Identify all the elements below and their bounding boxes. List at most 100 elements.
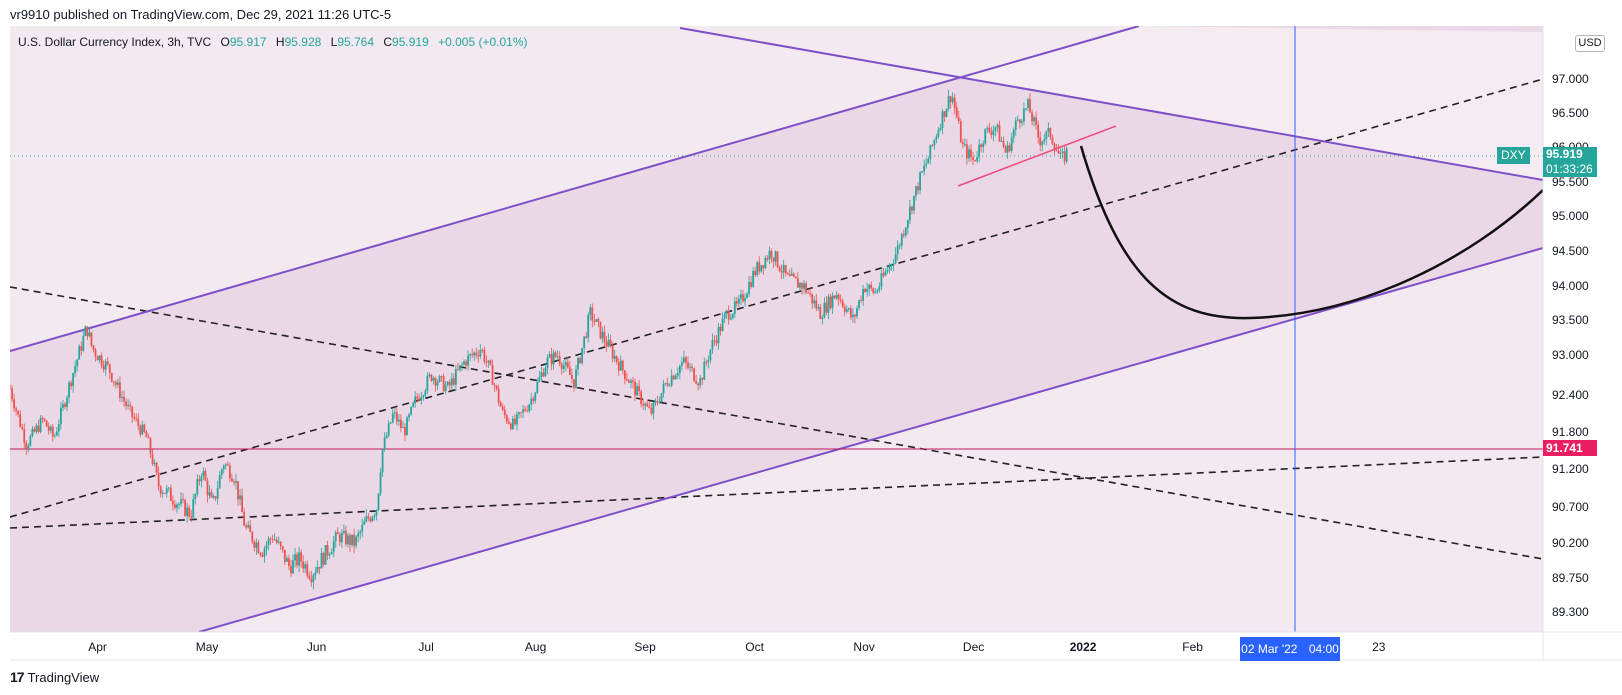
candle-body — [630, 380, 632, 383]
candle-body — [797, 278, 799, 288]
candle-body — [285, 558, 288, 562]
candle-body — [318, 566, 321, 569]
candle-body — [298, 552, 301, 566]
projection-curve[interactable] — [1079, 145, 1543, 320]
candle-body — [475, 352, 478, 356]
candle-body — [131, 406, 134, 417]
candle-body — [577, 358, 579, 370]
candle-body — [976, 157, 978, 161]
candle-body — [784, 265, 787, 274]
time-tick-label: Feb — [1182, 640, 1203, 654]
candle-body — [833, 295, 836, 299]
price-tick-label: 93.000 — [1552, 348, 1589, 362]
candle-body — [792, 273, 795, 277]
candle-body — [149, 438, 152, 454]
candle-body — [509, 423, 512, 430]
candle-body — [880, 273, 883, 287]
candle-body — [518, 412, 520, 415]
candle-body — [866, 289, 869, 293]
currency-button[interactable]: USD — [1575, 35, 1605, 52]
candle-body — [397, 419, 400, 422]
candle-body — [691, 366, 693, 369]
candle-body — [746, 293, 748, 299]
candle-body — [829, 296, 832, 308]
candle-body — [377, 493, 380, 510]
candle-body — [646, 403, 649, 407]
candle-body — [402, 427, 404, 428]
candle-body — [55, 431, 58, 436]
time-axis[interactable]: Apr May Jun Jul Aug Sep Oct Nov Dec 2022 Feb 23 — [88, 640, 1385, 654]
legend-change: +0.005 (+0.01%) — [438, 35, 528, 49]
candle-body — [896, 245, 899, 255]
candle-body — [57, 424, 60, 432]
candle-body — [548, 354, 551, 358]
candle-body — [277, 541, 280, 543]
time-cursor-badge[interactable]: 02 Mar '22 04:00 — [1240, 637, 1340, 661]
candle-body — [483, 349, 486, 362]
candle-body — [1065, 148, 1068, 162]
channel-upper-line[interactable] — [10, 26, 1140, 352]
candle-body — [491, 364, 494, 385]
time-tick-label: Jun — [307, 640, 326, 654]
price-tick-label: 95.000 — [1552, 209, 1589, 223]
time-tick-label: Nov — [853, 640, 874, 654]
candle-body — [414, 396, 417, 403]
candle-body — [163, 492, 166, 494]
candle-body — [514, 418, 516, 425]
candle-body — [619, 360, 622, 371]
channel-lower-line[interactable] — [198, 247, 1543, 632]
candle-body — [147, 437, 150, 439]
countdown-value: 01:33:26 — [1546, 162, 1593, 176]
candle-body — [854, 314, 856, 317]
candle-body — [66, 397, 68, 407]
candle-body — [542, 372, 545, 377]
candle-body — [106, 361, 109, 365]
pink-support-line[interactable] — [957, 125, 1117, 187]
candle-body — [418, 398, 421, 401]
candle-body — [807, 292, 810, 294]
candle-body — [53, 435, 56, 437]
candle-body — [762, 265, 765, 268]
candle-body — [1027, 99, 1029, 109]
candle-body — [733, 301, 736, 314]
candle-body — [1057, 150, 1060, 154]
candle-body — [1061, 151, 1064, 153]
legend-low-key: L — [330, 35, 338, 49]
candle-body — [972, 157, 974, 160]
candle-body — [459, 365, 461, 370]
candle-body — [143, 424, 146, 433]
candle-body — [171, 500, 174, 505]
candle-body — [45, 420, 48, 427]
resistance-line[interactable] — [679, 27, 1543, 181]
candle-body — [849, 308, 852, 318]
candle-body — [1014, 120, 1017, 130]
candle-body — [436, 381, 439, 386]
legend-open: 95.917 — [229, 35, 267, 49]
candle-body — [208, 492, 211, 496]
candle-body — [159, 486, 162, 494]
candle-body — [662, 383, 665, 394]
candle-body — [253, 541, 256, 548]
candle-body — [819, 306, 822, 319]
candle-body — [719, 326, 722, 332]
time-tick-label: Jul — [418, 640, 433, 654]
candle-body — [683, 357, 685, 363]
candle-body — [416, 396, 419, 399]
candle-body — [752, 271, 755, 287]
candle-body — [674, 375, 677, 380]
candle-body — [835, 294, 838, 299]
candle-body — [202, 471, 205, 477]
price-tick-label: 90.700 — [1552, 500, 1589, 514]
candle-body — [760, 265, 763, 272]
candle-body — [742, 294, 744, 302]
price-tick-label: 89.300 — [1552, 605, 1589, 619]
candle-body — [174, 504, 176, 508]
candle-body — [328, 554, 331, 556]
candle-body — [283, 549, 286, 562]
candle-body — [467, 355, 469, 366]
candle-body — [367, 516, 370, 519]
candle-body — [902, 234, 905, 236]
candle-body — [404, 427, 406, 436]
candle-body — [1033, 117, 1035, 122]
